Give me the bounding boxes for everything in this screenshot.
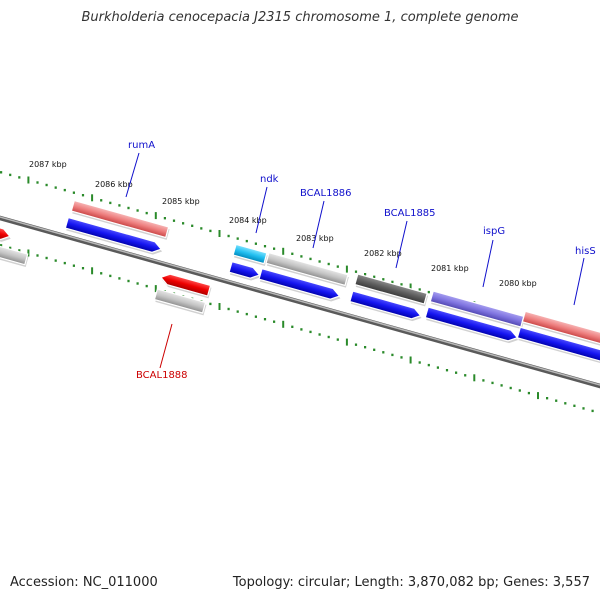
kbp-label: 2080 kbp <box>499 279 537 288</box>
feature-shape <box>521 310 600 350</box>
feature-shape <box>516 326 600 366</box>
gene-leader-line <box>573 257 585 306</box>
feature-shape <box>424 306 519 342</box>
backbone-line-shadow <box>0 215 600 389</box>
feature-shape <box>228 260 261 279</box>
gene-rumA-cds <box>64 216 163 255</box>
gene-label-BCAL1885: BCAL1885 <box>384 208 436 219</box>
gene-BCAL1885-track <box>354 273 429 307</box>
gene-label-hisS: hisS <box>575 246 596 257</box>
feature-shape <box>70 199 170 239</box>
gene-BCAL1888-cds <box>159 273 212 299</box>
kbp-label: 2081 kbp <box>431 264 469 273</box>
backbone-line-highlight <box>0 216 600 386</box>
gene-leader-line <box>255 186 268 234</box>
kbp-label: 2087 kbp <box>29 160 67 169</box>
gene-rumA-track <box>70 199 170 240</box>
feature-shape <box>265 251 349 287</box>
gene-red-left <box>0 213 11 242</box>
gene-hisS-track <box>521 310 600 352</box>
feature-shape <box>349 290 422 320</box>
gene-BCAL1886-cds <box>258 267 341 302</box>
gene-leader-line <box>125 152 140 198</box>
gene-hisS-cds <box>516 326 600 368</box>
gene-ispG-cds <box>424 306 519 344</box>
feature-shape <box>0 213 11 241</box>
feature-shape <box>64 216 163 253</box>
gene-labels: rumA ndk BCAL1886 BCAL1885 ispG hisS BCAL1888 <box>125 140 596 381</box>
feature-shape <box>159 273 212 297</box>
topology-info-text: Topology: circular; Length: 3,870,082 bp… <box>232 575 590 590</box>
gene-leader-line <box>312 200 325 249</box>
gene-leader-line <box>395 220 408 269</box>
gene-ndk-track <box>232 243 268 266</box>
kbp-label: 2085 kbp <box>162 197 200 206</box>
tick-track-lower <box>0 244 594 413</box>
kbp-label: 2084 kbp <box>229 216 267 225</box>
feature-shape <box>0 242 29 266</box>
feature-shape <box>153 288 207 314</box>
gene-ndk-cds <box>228 260 261 281</box>
feature-shape <box>354 273 428 305</box>
genome-backbone <box>0 215 600 389</box>
kbp-label: 2086 kbp <box>95 180 133 189</box>
gene-BCAL1885-cds <box>349 290 422 322</box>
accession-text: Accession: NC_011000 <box>10 575 158 590</box>
gene-label-ndk: ndk <box>260 174 279 185</box>
gene-BCAL1888-track <box>153 288 207 316</box>
gene-label-rumA: rumA <box>128 140 155 151</box>
gene-BCAL1886-track <box>265 251 349 288</box>
gene-leader-line <box>159 323 173 369</box>
gene-gray-left <box>0 242 29 268</box>
gene-leader-line <box>482 239 494 288</box>
feature-shape <box>258 267 341 300</box>
kbp-label: 2082 kbp <box>364 249 402 258</box>
gene-label-ispG: ispG <box>483 226 505 237</box>
gene-label-BCAL1886: BCAL1886 <box>300 188 352 199</box>
gene-label-BCAL1888: BCAL1888 <box>136 370 188 381</box>
gene-features <box>0 199 600 368</box>
map-title: Burkholderia cenocepacia J2315 chromosom… <box>81 10 519 25</box>
feature-shape <box>232 243 268 265</box>
